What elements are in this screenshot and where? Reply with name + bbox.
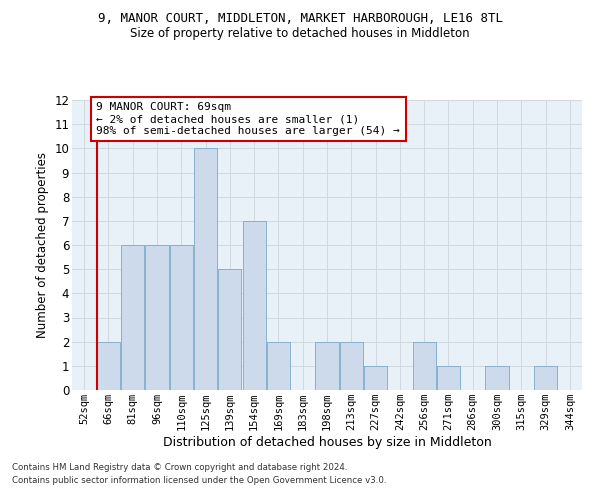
Bar bbox=[145, 245, 169, 390]
Bar bbox=[364, 366, 387, 390]
Bar bbox=[170, 245, 193, 390]
Bar bbox=[97, 342, 120, 390]
Bar bbox=[413, 342, 436, 390]
Bar bbox=[218, 269, 241, 390]
Text: Contains public sector information licensed under the Open Government Licence v3: Contains public sector information licen… bbox=[12, 476, 386, 485]
Bar bbox=[267, 342, 290, 390]
Text: Size of property relative to detached houses in Middleton: Size of property relative to detached ho… bbox=[130, 28, 470, 40]
Text: Distribution of detached houses by size in Middleton: Distribution of detached houses by size … bbox=[163, 436, 491, 449]
Bar bbox=[485, 366, 509, 390]
Bar bbox=[316, 342, 338, 390]
Bar bbox=[437, 366, 460, 390]
Y-axis label: Number of detached properties: Number of detached properties bbox=[35, 152, 49, 338]
Bar bbox=[194, 148, 217, 390]
Bar bbox=[242, 221, 266, 390]
Bar bbox=[121, 245, 144, 390]
Text: 9, MANOR COURT, MIDDLETON, MARKET HARBOROUGH, LE16 8TL: 9, MANOR COURT, MIDDLETON, MARKET HARBOR… bbox=[97, 12, 503, 26]
Text: 9 MANOR COURT: 69sqm
← 2% of detached houses are smaller (1)
98% of semi-detache: 9 MANOR COURT: 69sqm ← 2% of detached ho… bbox=[96, 102, 400, 136]
Bar bbox=[340, 342, 363, 390]
Bar bbox=[534, 366, 557, 390]
Text: Contains HM Land Registry data © Crown copyright and database right 2024.: Contains HM Land Registry data © Crown c… bbox=[12, 464, 347, 472]
